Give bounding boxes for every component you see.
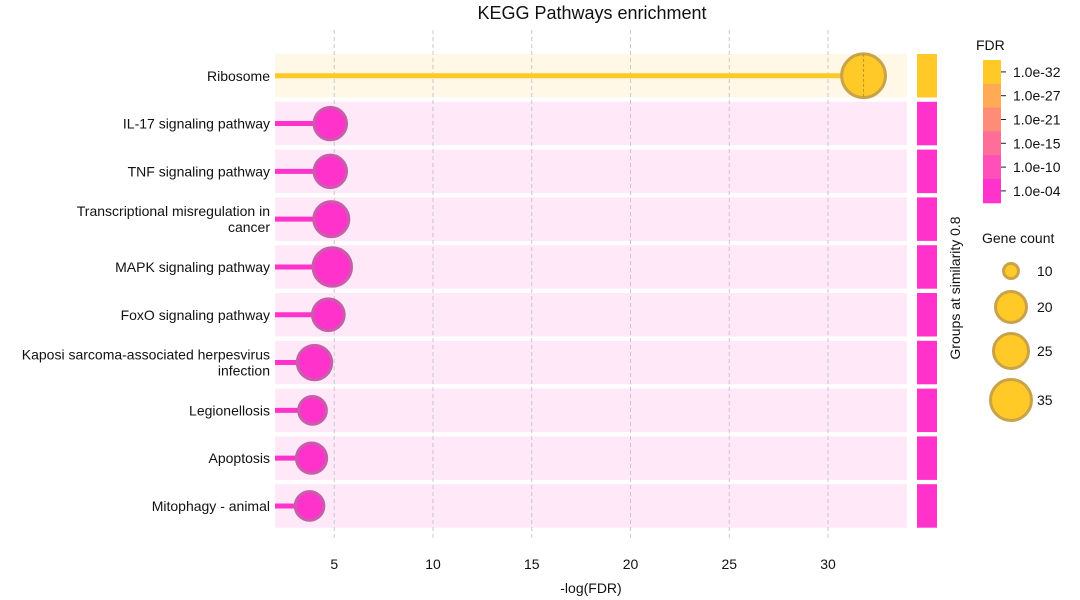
gene-count-label: 20 bbox=[1037, 299, 1053, 315]
group-bar bbox=[917, 101, 937, 146]
y-axis-labels: Ribosome IL-17 signaling pathway TNF signa… bbox=[22, 68, 271, 514]
x-tick-label: 10 bbox=[425, 556, 441, 572]
y-tick-label: Ribosome bbox=[207, 68, 270, 84]
fdr-legend: FDR 1.0e-32 1.0e-27 1.0e-21 1.0e-15 1.0e-10 1… bbox=[976, 37, 1061, 204]
x-tick-label: 20 bbox=[623, 556, 639, 572]
lollipop-dot bbox=[297, 394, 328, 426]
lollipop-dot bbox=[312, 105, 349, 142]
group-bar bbox=[917, 149, 937, 194]
fdr-color-segment bbox=[983, 155, 1001, 180]
x-axis-label: -log(FDR) bbox=[560, 580, 621, 596]
group-bar bbox=[917, 388, 937, 433]
group-bar bbox=[917, 197, 937, 241]
group-bars bbox=[917, 54, 937, 528]
row-background bbox=[275, 149, 907, 194]
y-tick-label: Transcriptional misregulation in cancer bbox=[77, 203, 271, 235]
group-axis-label: Groups at similarity 0.8 bbox=[947, 216, 963, 359]
y-tick-label: MAPK signaling pathway bbox=[115, 259, 270, 275]
lollipop-dot bbox=[295, 343, 334, 382]
fdr-color-segment bbox=[983, 60, 1001, 85]
fdr-tick-label: 1.0e-21 bbox=[1013, 112, 1061, 128]
gene-count-label: 25 bbox=[1037, 343, 1053, 359]
lollipop-dot bbox=[312, 153, 349, 190]
fdr-tick-label: 1.0e-32 bbox=[1013, 64, 1061, 80]
y-tick-label: Mitophagy - animal bbox=[152, 498, 270, 514]
x-tick-label: 25 bbox=[721, 556, 737, 572]
gene-count-legend: Gene count 10 20 25 35 bbox=[982, 230, 1054, 422]
row-background bbox=[275, 197, 907, 241]
lollipop-dot bbox=[310, 297, 346, 333]
y-tick-label: Kaposi sarcoma-associated herpesvirus inf… bbox=[22, 347, 270, 379]
row-background bbox=[275, 293, 907, 337]
group-bar bbox=[917, 54, 937, 98]
row-backgrounds bbox=[275, 54, 907, 528]
group-bar bbox=[917, 293, 937, 337]
lollipop-dot bbox=[311, 246, 354, 288]
group-bar bbox=[917, 245, 937, 289]
chart-title: KEGG Pathways enrichment bbox=[477, 3, 706, 23]
fdr-color-segment bbox=[983, 131, 1001, 156]
y-tick-label: Legionellosis bbox=[189, 402, 270, 418]
y-tick-label: TNF signaling pathway bbox=[128, 163, 270, 179]
row-background bbox=[275, 484, 907, 528]
gene-count-circle bbox=[992, 332, 1030, 370]
lollipop-dot bbox=[294, 441, 329, 475]
row-background bbox=[275, 245, 907, 289]
group-bar bbox=[917, 436, 937, 480]
group-bar bbox=[917, 340, 937, 385]
fdr-tick-label: 1.0e-15 bbox=[1013, 135, 1061, 151]
x-tick-label: 5 bbox=[330, 556, 338, 572]
gene-count-label: 10 bbox=[1037, 263, 1053, 279]
x-axis-ticks: 5 10 15 20 25 30 bbox=[330, 556, 836, 572]
fdr-color-segment bbox=[983, 179, 1001, 204]
x-tick-label: 30 bbox=[820, 556, 836, 572]
gene-count-circle bbox=[989, 378, 1033, 422]
fdr-tick-label: 1.0e-04 bbox=[1013, 183, 1061, 199]
lollipop-dots bbox=[293, 52, 887, 522]
row-background bbox=[275, 388, 907, 433]
fdr-tick-label: 1.0e-10 bbox=[1013, 159, 1061, 175]
x-tick-label: 15 bbox=[524, 556, 540, 572]
row-background bbox=[275, 101, 907, 146]
row-background bbox=[275, 340, 907, 385]
gene-count-legend-title: Gene count bbox=[982, 230, 1054, 246]
fdr-legend-title: FDR bbox=[976, 37, 1005, 53]
gene-count-label: 35 bbox=[1037, 392, 1053, 408]
y-tick-label: FoxO signaling pathway bbox=[121, 307, 270, 323]
fdr-color-segment bbox=[983, 107, 1001, 132]
y-tick-label: IL-17 signaling pathway bbox=[123, 116, 270, 132]
gene-count-circle bbox=[1002, 262, 1020, 280]
row-background bbox=[275, 436, 907, 480]
y-tick-label: Apoptosis bbox=[209, 450, 270, 466]
lollipop-dot bbox=[312, 200, 351, 239]
gene-count-circle bbox=[994, 290, 1028, 324]
fdr-tick-label: 1.0e-27 bbox=[1013, 88, 1061, 104]
fdr-color-segment bbox=[983, 83, 1001, 109]
group-bar bbox=[917, 484, 937, 528]
lollipop-dot bbox=[293, 490, 326, 522]
